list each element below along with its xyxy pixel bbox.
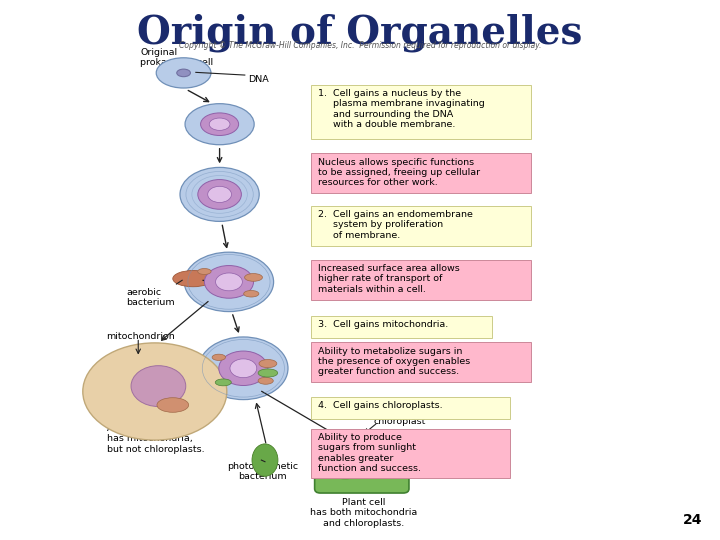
- Text: Increased surface area allows
higher rate of transport of
materials within a cel: Increased surface area allows higher rat…: [318, 264, 460, 294]
- Text: Ability to metabolize sugars in
the presence of oxygen enables
greater function : Ability to metabolize sugars in the pres…: [318, 347, 470, 376]
- Ellipse shape: [258, 369, 278, 377]
- Text: Copyright © The McGraw-Hill Companies, Inc.  Permission required for reproductio: Copyright © The McGraw-Hill Companies, I…: [179, 41, 541, 50]
- Text: chloroplast: chloroplast: [374, 417, 426, 426]
- Ellipse shape: [177, 69, 191, 77]
- Text: 24: 24: [683, 512, 702, 526]
- Ellipse shape: [131, 366, 186, 407]
- FancyBboxPatch shape: [311, 206, 531, 246]
- Ellipse shape: [215, 379, 231, 386]
- Text: 2.  Cell gains an endomembrane
     system by proliferation
     of membrane.: 2. Cell gains an endomembrane system by …: [318, 210, 473, 240]
- Text: Nucleus allows specific functions
to be assigned, freeing up cellular
resources : Nucleus allows specific functions to be …: [318, 158, 480, 187]
- Ellipse shape: [198, 179, 241, 209]
- Text: mitochondrion: mitochondrion: [107, 332, 175, 341]
- Text: Animal cell
has mitochondria,
but not chloroplasts.: Animal cell has mitochondria, but not ch…: [107, 424, 204, 454]
- FancyBboxPatch shape: [311, 153, 531, 193]
- Ellipse shape: [184, 252, 274, 312]
- Ellipse shape: [215, 273, 243, 291]
- Ellipse shape: [243, 291, 259, 297]
- Ellipse shape: [259, 360, 277, 368]
- FancyBboxPatch shape: [311, 429, 510, 478]
- Ellipse shape: [342, 451, 374, 470]
- Text: photosynthetic
bacterium: photosynthetic bacterium: [228, 462, 298, 481]
- Text: 3.  Cell gains mitochondria.: 3. Cell gains mitochondria.: [318, 320, 449, 329]
- FancyBboxPatch shape: [311, 85, 531, 139]
- FancyBboxPatch shape: [311, 342, 531, 382]
- Ellipse shape: [361, 464, 387, 478]
- Ellipse shape: [204, 266, 253, 298]
- FancyBboxPatch shape: [311, 316, 492, 338]
- Ellipse shape: [212, 354, 225, 361]
- Ellipse shape: [245, 274, 263, 281]
- Ellipse shape: [252, 444, 278, 476]
- Text: 4.  Cell gains chloroplasts.: 4. Cell gains chloroplasts.: [318, 401, 443, 410]
- Ellipse shape: [230, 359, 257, 377]
- Text: Ability to produce
sugars from sunlight
enables greater
function and success.: Ability to produce sugars from sunlight …: [318, 433, 421, 473]
- Text: 1.  Cell gains a nucleus by the
     plasma membrane invaginating
     and surro: 1. Cell gains a nucleus by the plasma me…: [318, 89, 485, 129]
- Ellipse shape: [199, 337, 288, 400]
- Ellipse shape: [219, 351, 268, 386]
- Ellipse shape: [180, 167, 259, 221]
- Text: Original
prokaryotic cell: Original prokaryotic cell: [140, 48, 214, 67]
- Text: Origin of Organelles: Origin of Organelles: [138, 14, 582, 52]
- FancyBboxPatch shape: [311, 397, 510, 418]
- Text: aerobic
bacterium: aerobic bacterium: [126, 288, 175, 307]
- FancyBboxPatch shape: [315, 433, 409, 493]
- Ellipse shape: [198, 268, 211, 274]
- Ellipse shape: [334, 467, 356, 480]
- Ellipse shape: [208, 186, 232, 202]
- Ellipse shape: [258, 377, 274, 384]
- Ellipse shape: [173, 271, 213, 287]
- Ellipse shape: [201, 113, 238, 136]
- FancyBboxPatch shape: [311, 260, 531, 300]
- Ellipse shape: [83, 343, 227, 440]
- Ellipse shape: [157, 397, 189, 413]
- Ellipse shape: [156, 58, 211, 88]
- Text: DNA: DNA: [248, 75, 269, 84]
- Text: Plant cell
has both mitochondria
and chloroplasts.: Plant cell has both mitochondria and chl…: [310, 498, 417, 528]
- Ellipse shape: [185, 104, 254, 145]
- Ellipse shape: [210, 118, 230, 130]
